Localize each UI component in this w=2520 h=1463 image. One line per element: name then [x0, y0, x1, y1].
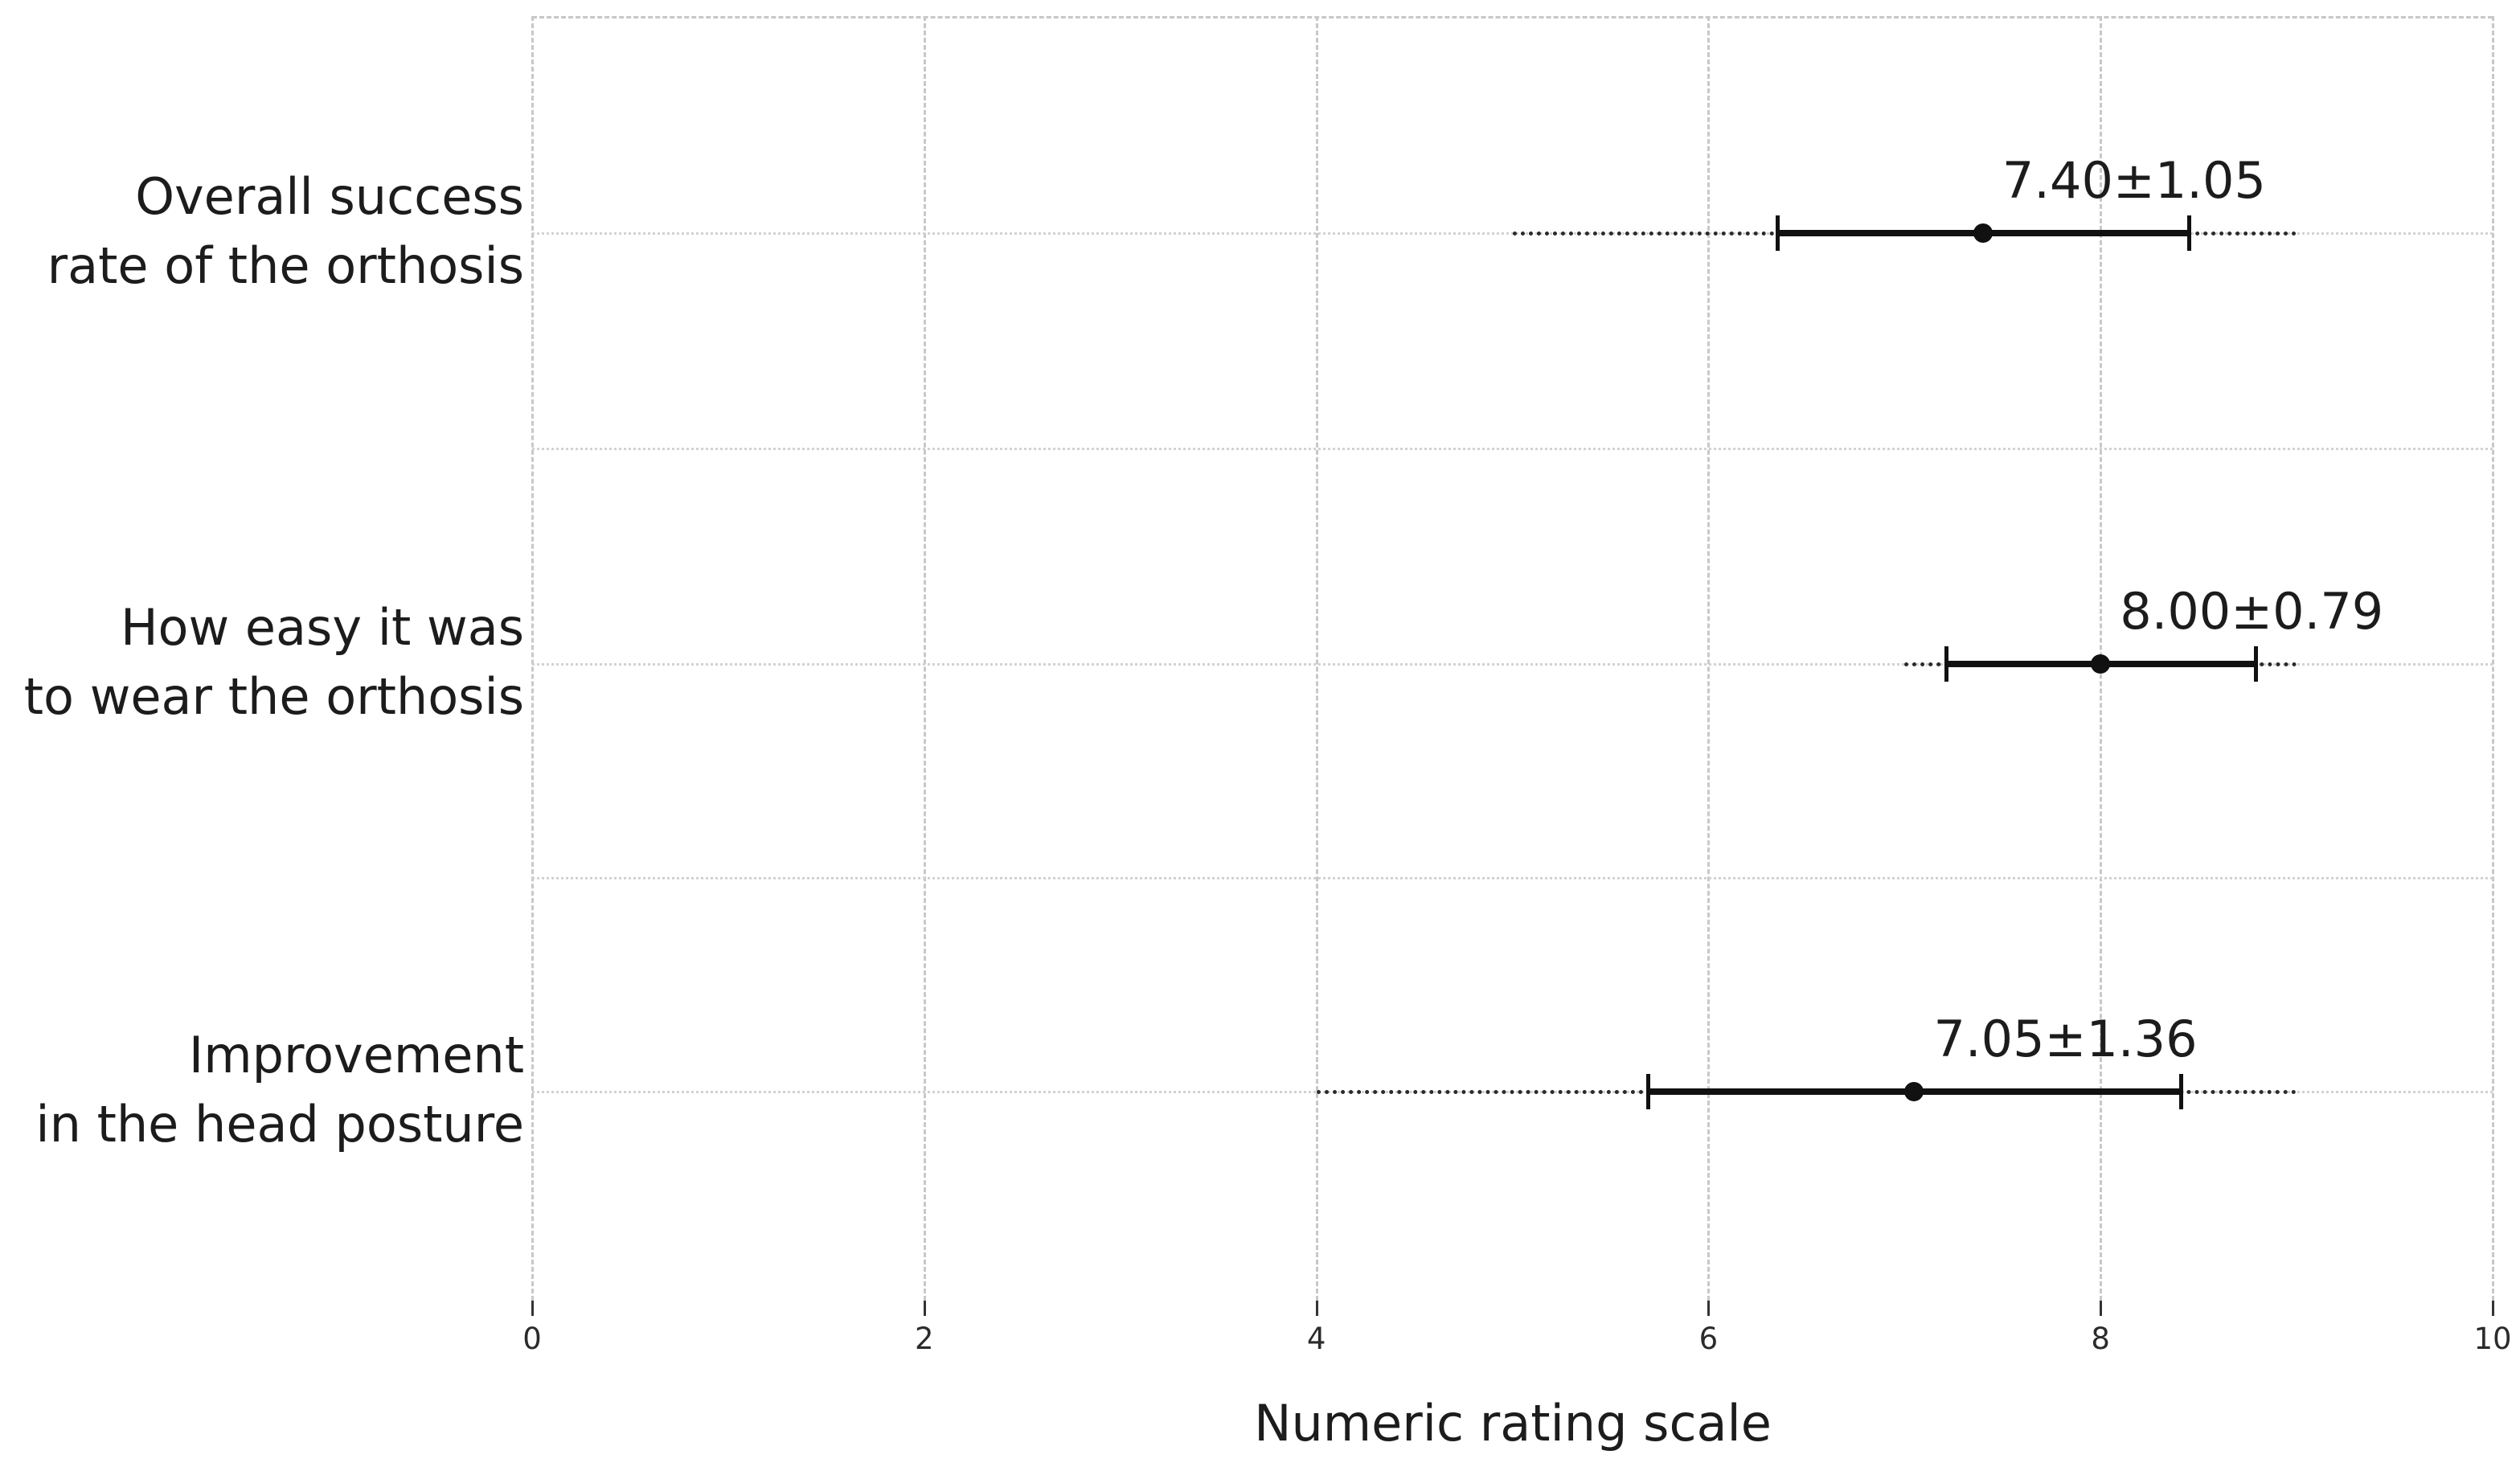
vertical-gridline: [1315, 16, 1318, 1301]
x-axis-tick: [2100, 1301, 2103, 1316]
errorbar-cap-right: [2253, 646, 2258, 682]
plot-top-border: [532, 16, 2493, 18]
mean-marker: [1973, 223, 1993, 243]
vertical-gridline: [1707, 16, 1711, 1301]
category-label: Improvement in the head posture: [0, 1021, 524, 1159]
value-label: 7.40±1.05: [2002, 151, 2266, 210]
x-tick-label: 2: [915, 1322, 934, 1356]
x-tick-label: 4: [1306, 1322, 1326, 1356]
category-label: How easy it was to wear the orthosis: [0, 593, 524, 732]
x-axis-title: Numeric rating scale: [1254, 1394, 1772, 1453]
value-label: 8.00±0.79: [2120, 582, 2384, 641]
horizontal-gridline: [532, 877, 2493, 879]
x-tick-label: 10: [2473, 1322, 2512, 1356]
x-tick-label: 6: [1698, 1322, 1719, 1356]
vertical-gridline: [2492, 16, 2494, 1301]
horizontal-gridline: [532, 663, 2493, 666]
vertical-gridline: [531, 16, 534, 1301]
category-label-line2: rate of the orthosis: [47, 236, 524, 295]
mean-marker: [2091, 654, 2111, 674]
x-axis-tick: [2492, 1301, 2494, 1316]
x-axis-tick: [531, 1301, 534, 1316]
category-label: Overall success rate of the orthosis: [0, 162, 524, 301]
horizontal-gridline: [532, 448, 2493, 450]
errorbar-cap-left: [1645, 1074, 1650, 1109]
mean-marker: [1904, 1082, 1924, 1101]
x-tick-label: 0: [522, 1322, 542, 1356]
errorbar-cap-left: [1775, 215, 1780, 251]
category-label-line1: How easy it was: [120, 598, 524, 657]
category-label-line1: Improvement: [188, 1026, 524, 1084]
value-label: 7.05±1.36: [1933, 1010, 2198, 1068]
category-label-line2: in the head posture: [35, 1095, 524, 1154]
vertical-gridline: [923, 16, 926, 1301]
x-axis-tick: [923, 1301, 926, 1316]
errorbar-cap-right: [2186, 215, 2191, 251]
category-label-line2: to wear the orthosis: [23, 667, 524, 726]
x-axis-tick: [1315, 1301, 1318, 1316]
x-tick-label: 8: [2091, 1322, 2110, 1356]
category-label-line1: Overall success: [135, 167, 524, 226]
errorbar-cap-right: [2179, 1074, 2184, 1109]
errorbar-cap-left: [1944, 646, 1948, 682]
x-axis-tick: [1707, 1301, 1711, 1316]
